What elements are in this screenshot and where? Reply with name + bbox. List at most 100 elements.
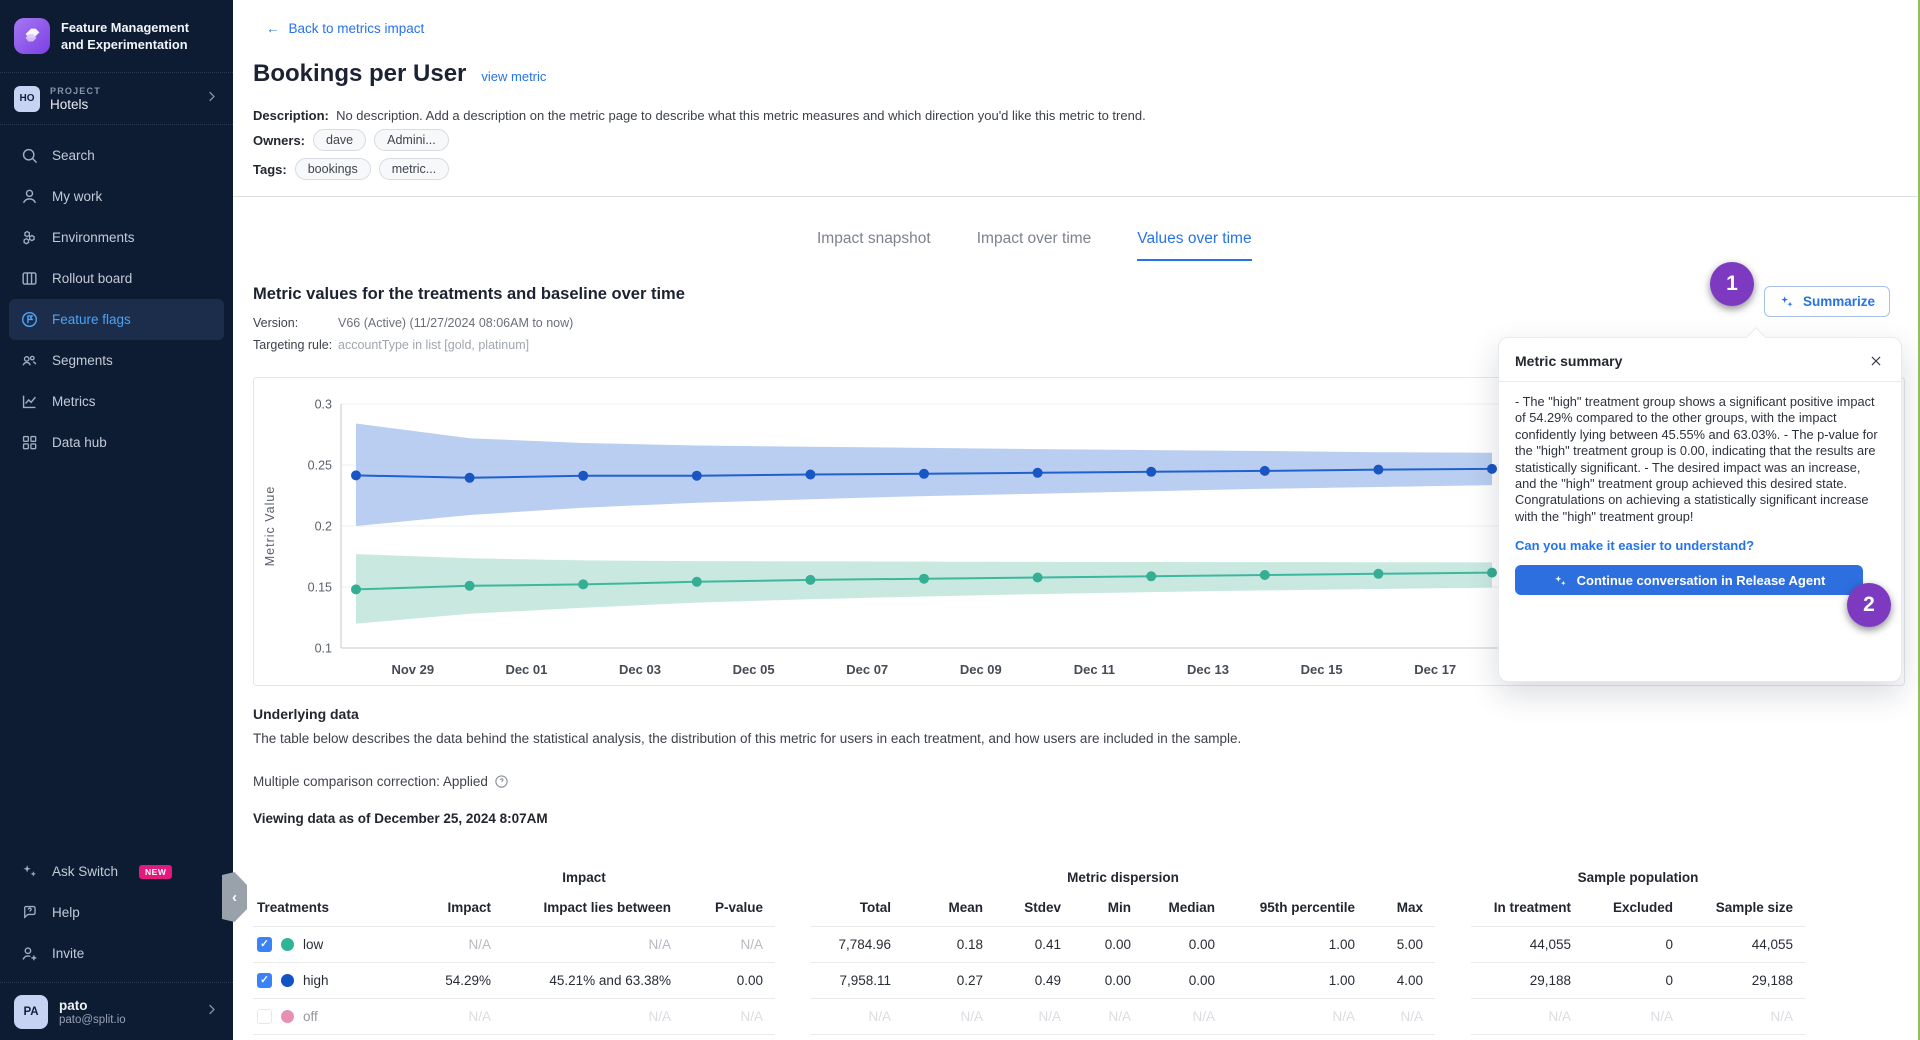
tab-impact-over-time[interactable]: Impact over time: [976, 230, 1092, 247]
sidebar-item-metrics[interactable]: Metrics: [0, 381, 233, 422]
close-icon[interactable]: [1867, 352, 1885, 370]
cell-off-stdev: N/A: [995, 998, 1073, 1035]
tab-bar: Impact snapshot Impact over time Values ov…: [817, 230, 1252, 261]
cell-high-stdev: 0.49: [995, 962, 1073, 999]
owner-pill-dave[interactable]: dave: [313, 129, 367, 151]
svg-text:0.2: 0.2: [315, 520, 332, 534]
treatment-checkbox-high[interactable]: ✓: [257, 972, 272, 988]
sidebar-item-search[interactable]: Search: [0, 135, 233, 176]
cell-low-median: 0.00: [1143, 926, 1227, 963]
treatment-checkbox-low[interactable]: ✓: [257, 936, 272, 952]
table-row-off: off N/A N/A N/A N/A N/A N/A N/A N/A N/A N/A N/A N/A N…: [253, 998, 1805, 1035]
svg-text:Dec 17: Dec 17: [1414, 662, 1456, 677]
metric-description: Description: No description. Add a descr…: [253, 108, 1146, 123]
app-logo: Feature Management and Experimentation: [0, 0, 233, 73]
cell-high-95th-percentile: 1.00: [1227, 962, 1367, 999]
treatment-color-dot: [281, 937, 294, 951]
sidebar-item-data-hub[interactable]: Data hub: [0, 422, 233, 463]
cell-low-max: 5.00: [1367, 926, 1435, 963]
svg-text:Dec 15: Dec 15: [1301, 662, 1343, 677]
project-switcher[interactable]: HO PROJECT Hotels: [0, 73, 233, 125]
sparkles-icon: [1553, 573, 1568, 588]
svg-text:Dec 03: Dec 03: [619, 662, 661, 677]
sidebar-item-segments[interactable]: Segments: [0, 340, 233, 381]
version-label: Version:: [253, 316, 299, 330]
user-email: pato@split.io: [59, 1013, 126, 1026]
sidebar-footer-item-invite[interactable]: Invite: [0, 933, 233, 974]
header-divider: [233, 196, 1920, 197]
sidebar-item-label: Metrics: [52, 394, 96, 409]
treatment-label: low: [303, 936, 324, 952]
sidebar-item-feature-flags[interactable]: Feature flags: [9, 299, 224, 340]
cell-high-impact-lies-between: 45.21% and 63.38%: [503, 962, 683, 999]
sidebar-nav: Search My work Environments Rollout board Fe…: [0, 125, 233, 463]
cell-off-median: N/A: [1143, 998, 1227, 1035]
popover-title: Metric summary: [1515, 353, 1623, 369]
cell-off-sample-size: N/A: [1685, 998, 1805, 1035]
annotation-badge-2: 2: [1847, 583, 1891, 627]
summarize-button[interactable]: Summarize: [1764, 286, 1891, 317]
user-icon: [20, 187, 39, 206]
cell-high-mean: 0.27: [903, 962, 995, 999]
cell-high-in-treatment: 29,188: [1471, 962, 1583, 999]
column-header-median: Median: [1143, 890, 1227, 927]
sidebar-item-label: Rollout board: [52, 271, 133, 286]
easier-to-understand-link[interactable]: Can you make it easier to understand?: [1515, 538, 1755, 553]
project-name: Hotels: [50, 96, 89, 112]
svg-text:Nov 29: Nov 29: [391, 662, 434, 677]
sidebar-item-my-work[interactable]: My work: [0, 176, 233, 217]
cell-off-min: N/A: [1073, 998, 1143, 1035]
treatment-label: high: [303, 972, 329, 988]
chevron-right-icon: [204, 1002, 219, 1022]
underlying-data-heading: Underlying data: [253, 706, 359, 722]
sidebar-footer-item-help[interactable]: Help: [0, 892, 233, 933]
cell-high-impact: 54.29%: [393, 962, 503, 999]
cell-low-in-treatment: 44,055: [1471, 926, 1583, 963]
cell-low-95th-percentile: 1.00: [1227, 926, 1367, 963]
continue-conversation-button[interactable]: Continue conversation in Release Agent: [1515, 565, 1863, 595]
environments-icon: [20, 228, 39, 247]
sidebar-item-rollout-board[interactable]: Rollout board: [0, 258, 233, 299]
invite-icon: [20, 944, 39, 963]
correction-text: Multiple comparison correction: Applied: [253, 774, 488, 789]
treatment-label: off: [303, 1008, 318, 1024]
column-header-impact-lies-between: Impact lies between: [503, 890, 683, 927]
view-metric-link[interactable]: view metric: [481, 69, 547, 84]
svg-text:Dec 13: Dec 13: [1187, 662, 1229, 677]
cell-high-max: 4.00: [1367, 962, 1435, 999]
tab-impact-snapshot[interactable]: Impact snapshot: [817, 230, 931, 247]
cell-low-impact-lies-between: N/A: [503, 926, 683, 963]
cell-high-excluded: 0: [1583, 962, 1685, 999]
cell-high-p-value: 0.00: [683, 962, 775, 999]
cell-off-95th-percentile: N/A: [1227, 998, 1367, 1035]
sidebar-item-label: My work: [52, 189, 103, 204]
sidebar-item-environments[interactable]: Environments: [0, 217, 233, 258]
tab-values-over-time[interactable]: Values over time: [1137, 230, 1252, 261]
cell-low-p-value: N/A: [683, 926, 775, 963]
sidebar-footer-item-ask-switch[interactable]: Ask Switch NEW: [0, 851, 233, 892]
column-header-min: Min: [1073, 890, 1143, 927]
back-link[interactable]: ← Back to metrics impact: [266, 21, 425, 36]
cell-off-excluded: N/A: [1583, 998, 1685, 1035]
targeting-rule-label: Targeting rule:: [253, 338, 333, 352]
cell-high-sample-size: 29,188: [1685, 962, 1805, 999]
svg-text:Dec 05: Dec 05: [733, 662, 775, 677]
segments-icon: [20, 351, 39, 370]
split-logo-icon: [14, 18, 50, 54]
column-header-p-value: P-value: [683, 890, 775, 927]
new-badge: NEW: [139, 864, 173, 879]
sidebar-item-label: Invite: [52, 946, 85, 961]
cell-off-max: N/A: [1367, 998, 1435, 1035]
tag-pill-bookings[interactable]: bookings: [294, 158, 371, 180]
cell-low-stdev: 0.41: [995, 926, 1073, 963]
cell-off-p-value: N/A: [683, 998, 775, 1035]
cell-low-sample-size: 44,055: [1685, 926, 1805, 963]
column-header-treatments: Treatments: [253, 890, 393, 927]
info-icon[interactable]: [494, 774, 509, 789]
user-menu[interactable]: PA pato pato@split.io: [0, 982, 233, 1040]
treatment-color-dot: [281, 973, 294, 987]
tag-pill-metric-[interactable]: metric...: [378, 158, 450, 180]
search-icon: [20, 146, 39, 165]
treatment-checkbox-off[interactable]: [257, 1008, 272, 1024]
owner-pill-admini-[interactable]: Admini...: [374, 129, 449, 151]
